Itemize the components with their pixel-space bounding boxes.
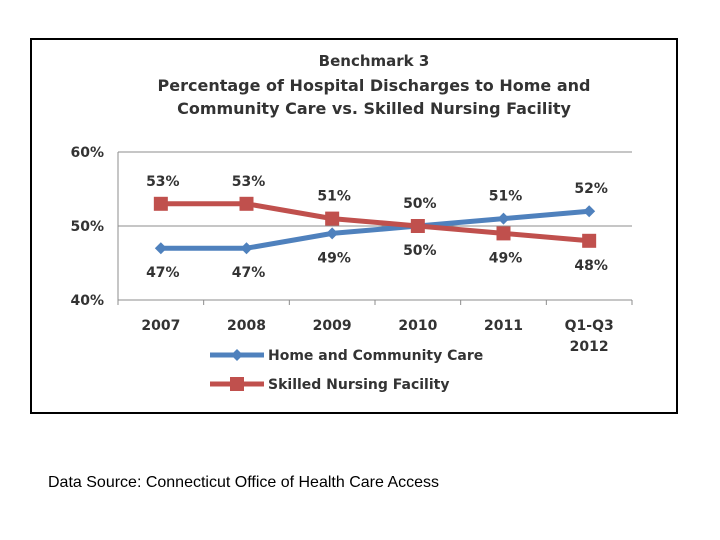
x-tick-label: 2008 [227, 318, 266, 334]
series-line [160, 201, 590, 244]
legend-swatch-marker [230, 377, 244, 391]
line-chart: Benchmark 3 Percentage of Hospital Discha… [70, 52, 633, 393]
data-point [325, 211, 340, 226]
data-label: 47% [146, 265, 180, 281]
data-point [410, 219, 425, 233]
x-tick-label: 2009 [313, 318, 352, 334]
data-point [326, 227, 339, 240]
data-point [497, 212, 510, 225]
data-point [153, 196, 168, 211]
data-point [240, 242, 253, 255]
data-point [154, 242, 167, 255]
series-line [160, 208, 590, 251]
y-tick-label: 40% [70, 293, 104, 309]
data-point [583, 205, 596, 218]
chart-title-line: Percentage of Hospital Discharges to Hom… [158, 76, 591, 95]
chart-frame: Benchmark 3 Percentage of Hospital Discha… [30, 38, 678, 414]
data-label: 52% [574, 181, 608, 197]
data-label: 50% [403, 243, 437, 259]
y-tick-label: 50% [70, 219, 104, 235]
chart-title-line: Benchmark 3 [319, 52, 430, 70]
legend-swatch-marker [231, 349, 243, 361]
data-point [582, 233, 597, 248]
y-tick-label: 60% [70, 145, 104, 161]
legend-label: Home and Community Care [268, 348, 483, 364]
data-label: 51% [489, 189, 523, 205]
data-label: 53% [232, 174, 266, 190]
x-tick-label: 2012 [570, 339, 609, 355]
data-source-note: Data Source: Connecticut Office of Healt… [48, 474, 440, 491]
data-point [239, 196, 254, 211]
data-label: 49% [317, 250, 351, 266]
x-tick-label: 2011 [484, 318, 523, 334]
x-tick-label: 2010 [398, 318, 437, 334]
legend-label: Skilled Nursing Facility [268, 377, 449, 393]
x-tick-label: 2007 [141, 318, 180, 334]
data-label: 53% [146, 174, 180, 190]
chart-title-line: Community Care vs. Skilled Nursing Facil… [177, 99, 571, 118]
data-label: 50% [403, 196, 437, 212]
x-tick-label: Q1-Q3 [565, 318, 614, 334]
data-label: 51% [317, 189, 351, 205]
data-label: 48% [574, 258, 608, 274]
data-point [496, 226, 511, 241]
data-label: 49% [489, 250, 523, 266]
data-label: 47% [232, 265, 266, 281]
